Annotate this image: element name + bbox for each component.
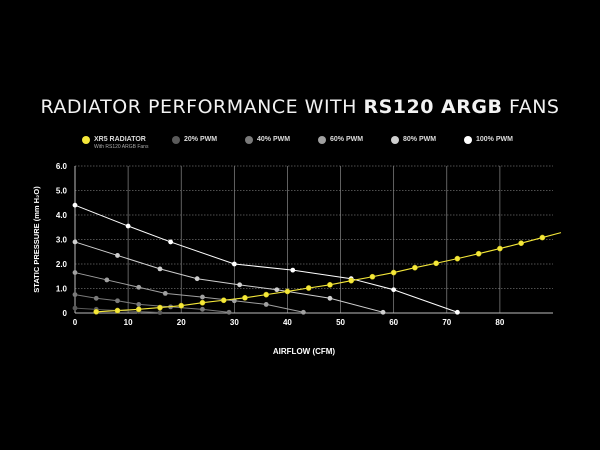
series-point-80-pwm xyxy=(327,295,333,301)
series-point-100-pwm xyxy=(455,309,460,315)
series-point-80-pwm xyxy=(115,253,120,258)
legend-item-20pwm: 20% PWM xyxy=(172,136,217,144)
series-point-100-pwm xyxy=(290,267,296,273)
y-tick-label: 3.0 xyxy=(56,236,68,245)
x-tick-label: 30 xyxy=(230,318,239,327)
legend-item-40pwm: 40% PWM xyxy=(245,136,290,144)
series-line-80-pwm xyxy=(74,241,384,313)
series-point-xr5-radiator xyxy=(242,294,248,301)
series-point-60-pwm xyxy=(72,270,78,275)
series-point-xr5-radiator xyxy=(199,299,206,306)
y-tick-label: 2.0 xyxy=(56,260,68,269)
legend-sub-xr5: With RS120 ARGB Fans xyxy=(94,144,149,150)
y-tick-label: 0 xyxy=(63,309,68,318)
series-point-40-pwm xyxy=(93,295,99,301)
legend-dot-xr5 xyxy=(82,136,90,144)
series-point-60-pwm xyxy=(200,294,205,300)
series-point-xr5-radiator xyxy=(305,285,312,291)
series-point-40-pwm xyxy=(226,309,232,315)
chart-title-bold: RS120 ARGB xyxy=(363,96,503,118)
series-point-xr5-radiator xyxy=(412,264,418,271)
series-point-xr5-radiator xyxy=(518,240,524,247)
y-tick-label: 6.0 xyxy=(56,162,68,171)
legend-label-60pwm: 60% PWM xyxy=(330,136,364,143)
series-point-100-pwm xyxy=(125,223,131,229)
chart-title-prefix: RADIATOR PERFORMANCE WITH xyxy=(40,96,364,118)
series-point-xr5-radiator xyxy=(135,306,142,313)
legend-item-100pwm: 100% PWM xyxy=(464,136,513,144)
series-point-40-pwm xyxy=(136,302,142,307)
chart-title: RADIATOR PERFORMANCE WITH RS120 ARGB FAN… xyxy=(0,96,600,118)
series-point-xr5-radiator xyxy=(369,273,376,280)
y-tick-label: 1.0 xyxy=(56,285,68,294)
y-axis-label: STATIC PRESSURE (mm H₂O) xyxy=(32,186,41,293)
legend-label-40pwm: 40% PWM xyxy=(257,136,291,143)
legend-text-xr5: XR5 RADIATOR With RS120 ARGB Fans xyxy=(94,136,148,150)
x-tick-label: 20 xyxy=(177,318,186,327)
x-tick-label: 40 xyxy=(283,318,292,327)
series-point-80-pwm xyxy=(72,239,78,245)
series-point-40-pwm xyxy=(72,292,78,298)
series-point-xr5-radiator xyxy=(284,288,291,295)
legend-item-60pwm: 60% PWM xyxy=(318,136,363,144)
x-tick-label: 10 xyxy=(124,318,133,327)
series-point-xr5-radiator xyxy=(114,307,121,314)
series-point-100-pwm xyxy=(168,239,174,245)
series-point-80-pwm xyxy=(237,282,243,288)
series-point-60-pwm xyxy=(263,302,269,307)
legend-label-100pwm: 100% PWM xyxy=(476,136,513,143)
series-point-80-pwm xyxy=(157,266,163,272)
legend-item-80pwm: 80% PWM xyxy=(391,136,436,144)
series-point-40-pwm xyxy=(200,306,205,312)
series-point-xr5-radiator xyxy=(263,291,270,298)
series-line-60-pwm xyxy=(74,272,304,313)
x-tick-label: 50 xyxy=(336,318,345,327)
legend-dot-20pwm xyxy=(172,136,180,144)
series-point-xr5-radiator xyxy=(497,245,503,252)
series-point-100-pwm xyxy=(72,202,78,208)
x-axis-label: AIRFLOW (CFM) xyxy=(273,347,336,356)
series-point-20-pwm xyxy=(157,310,163,315)
legend-dot-60pwm xyxy=(318,136,326,144)
legend-label-80pwm: 80% PWM xyxy=(403,136,437,143)
series-point-xr5-radiator xyxy=(157,304,163,311)
series-point-xr5-radiator xyxy=(433,260,440,267)
y-tick-label: 4.0 xyxy=(56,211,68,220)
series-point-xr5-radiator xyxy=(220,297,227,304)
series-point-xr5-radiator xyxy=(475,250,482,257)
series-point-60-pwm xyxy=(136,284,142,290)
series-point-xr5-radiator xyxy=(454,255,461,262)
legend-item-xr5: XR5 RADIATOR With RS120 ARGB Fans xyxy=(82,136,148,150)
series-point-40-pwm xyxy=(115,298,120,304)
series-point-xr5-radiator xyxy=(93,308,100,315)
legend-dot-100pwm xyxy=(464,136,472,144)
x-tick-label: 60 xyxy=(389,318,398,327)
series-point-80-pwm xyxy=(380,309,386,315)
series-point-100-pwm xyxy=(231,261,237,267)
x-tick-label: 0 xyxy=(73,318,78,327)
x-tick-label: 80 xyxy=(495,318,504,327)
series-point-80-pwm xyxy=(274,287,280,293)
series-point-60-pwm xyxy=(162,291,168,296)
series-point-20-pwm xyxy=(72,305,78,311)
series-point-80-pwm xyxy=(194,276,200,282)
series-point-xr5-radiator xyxy=(178,302,185,309)
legend-label-20pwm: 20% PWM xyxy=(184,136,218,143)
series-point-xr5-radiator xyxy=(539,234,546,241)
series-point-100-pwm xyxy=(391,287,397,293)
series-point-xr5-radiator xyxy=(327,281,333,288)
legend-dot-80pwm xyxy=(391,136,399,144)
series-line-100-pwm xyxy=(74,204,458,313)
legend-label-xr5: XR5 RADIATOR xyxy=(94,136,146,143)
series-point-60-pwm xyxy=(300,309,306,315)
legend-dot-40pwm xyxy=(245,136,253,144)
chart-legend: XR5 RADIATOR With RS120 ARGB Fans 20% PWM… xyxy=(0,136,600,158)
y-tick-label: 5.0 xyxy=(56,187,68,196)
series-point-60-pwm xyxy=(104,277,110,283)
x-tick-label: 70 xyxy=(442,318,451,327)
series-point-xr5-radiator xyxy=(348,277,355,284)
series-point-xr5-radiator xyxy=(390,269,397,276)
chart-title-suffix: FANS xyxy=(502,96,560,118)
